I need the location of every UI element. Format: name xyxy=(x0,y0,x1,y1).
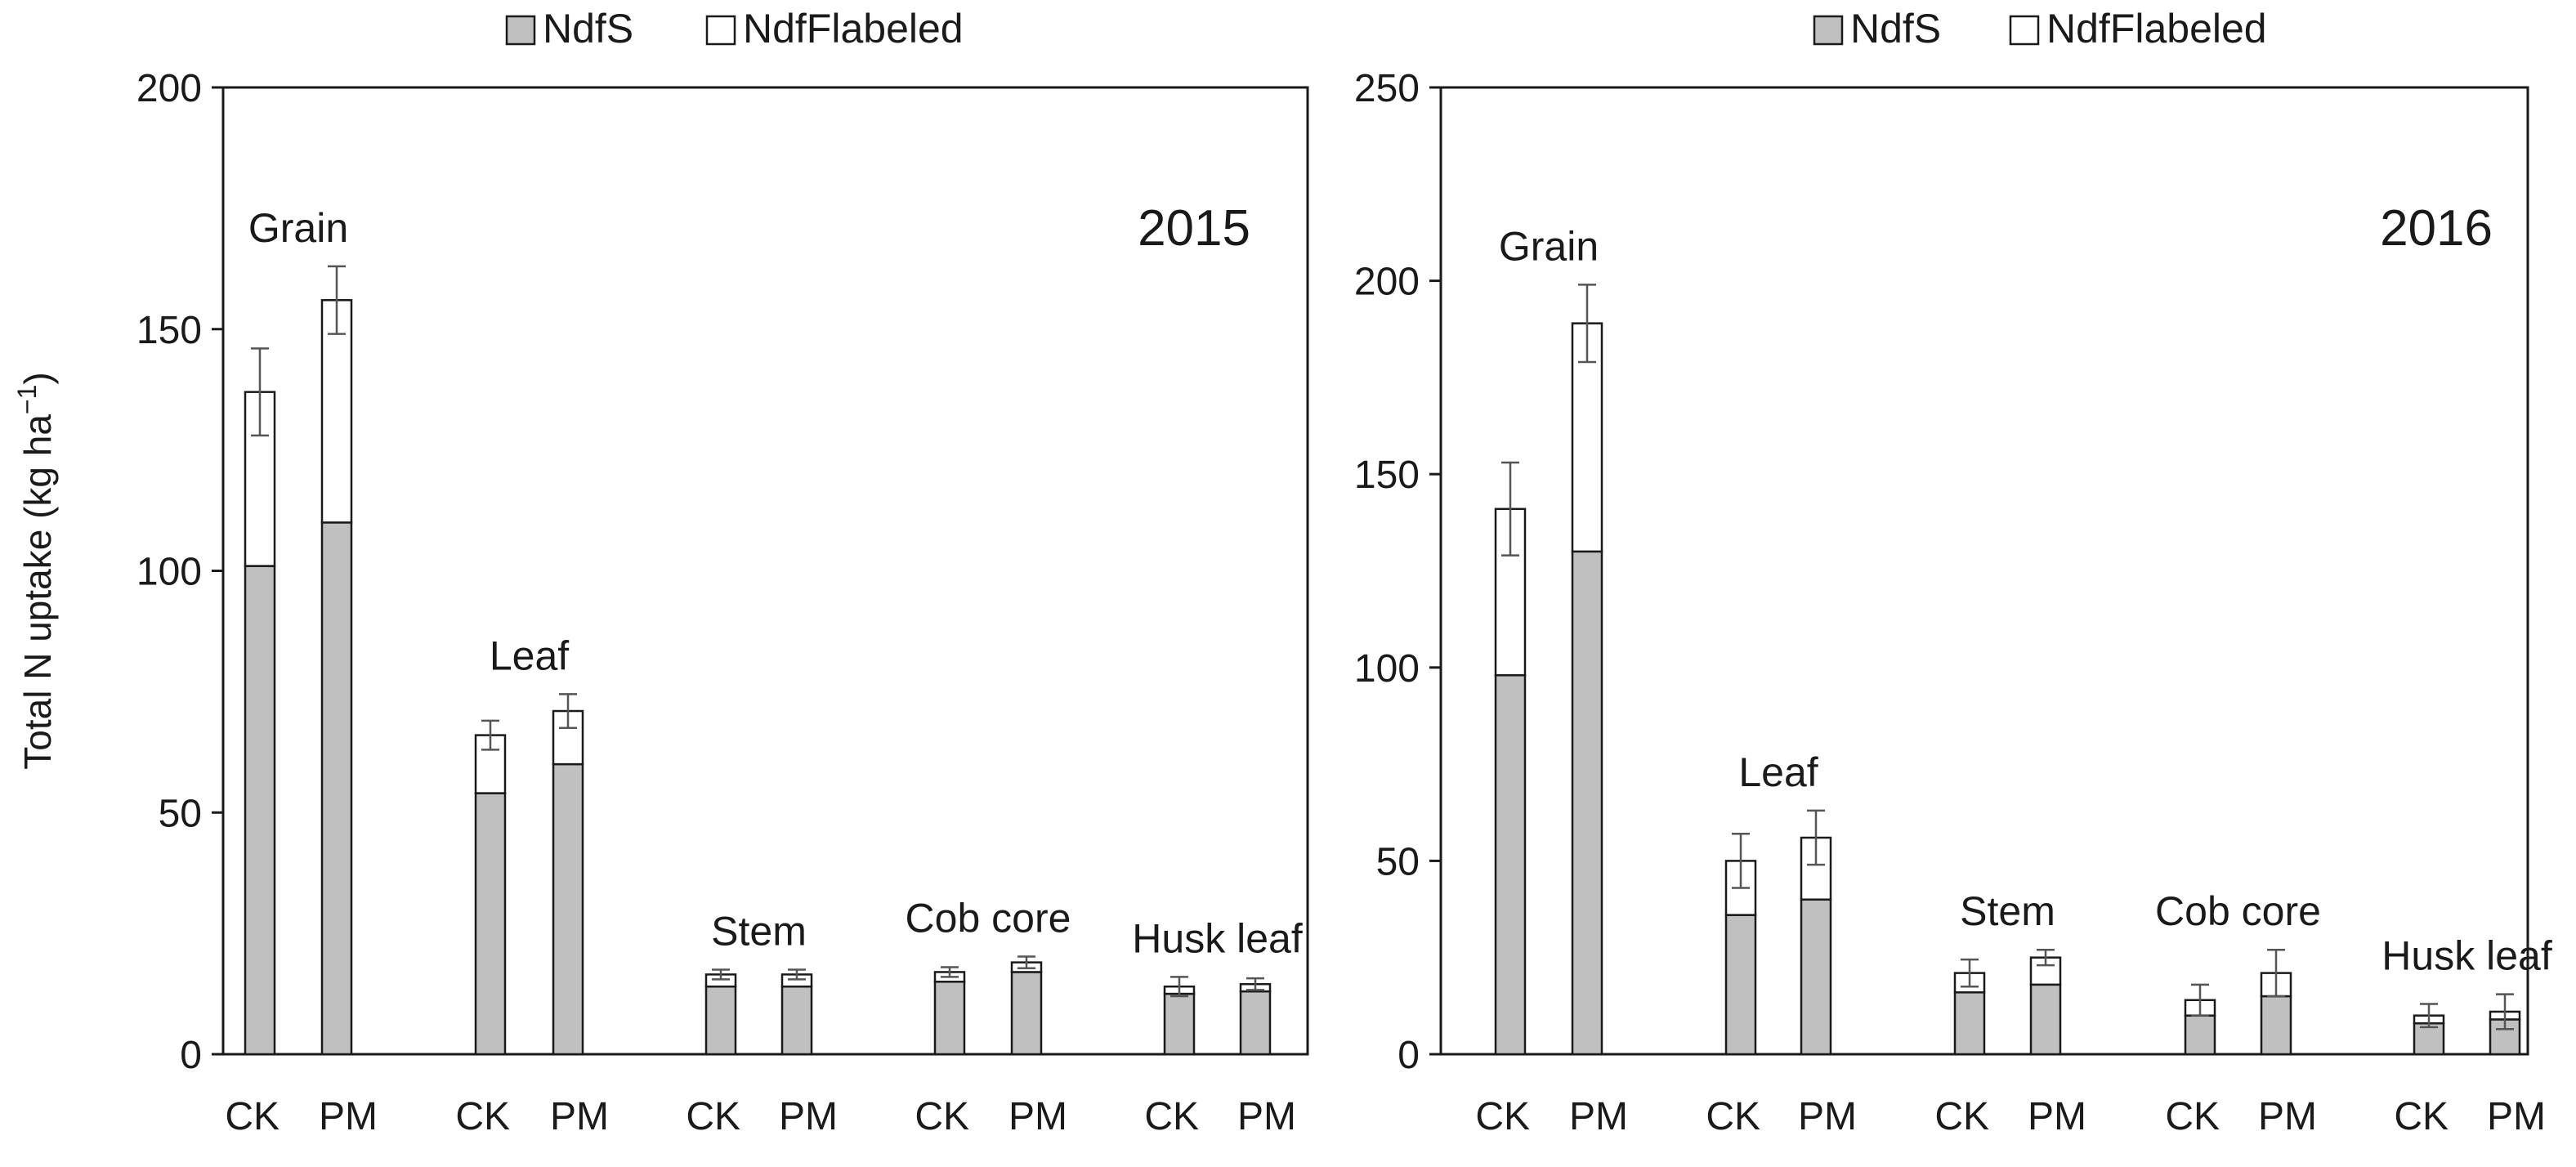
category-label-ck: CK xyxy=(1706,1095,1760,1138)
bar-ndfs xyxy=(780,985,813,1056)
category-label-pm: PM xyxy=(550,1095,609,1138)
y-tick-label: 0 xyxy=(1398,1034,1420,1077)
year-label: 2016 xyxy=(2380,200,2493,257)
bar-ndfs xyxy=(2413,1022,2445,1056)
bar-ndfs xyxy=(1163,992,1196,1056)
organ-label: Husk leaf xyxy=(1132,915,1303,961)
bar-ndfs xyxy=(1571,550,1603,1056)
chart-2016: 0 50 100 150 200 250 2016 NdfS NdfFlabeled CK PM Gr… xyxy=(1354,6,2552,1138)
bar-ndfs xyxy=(1724,914,1757,1056)
y-tick-label: 150 xyxy=(136,309,202,352)
y-tick-label: 100 xyxy=(1354,647,1420,691)
bar-ndfs xyxy=(704,985,737,1056)
y-tick-label: 0 xyxy=(180,1034,202,1077)
category-label-pm: PM xyxy=(2258,1095,2317,1138)
y-axis-label-close: ) xyxy=(16,372,59,384)
y-axis-label-main: Total N uptake (kg ha xyxy=(16,414,59,770)
category-label-pm: PM xyxy=(1798,1095,1857,1138)
organ-label: Leaf xyxy=(490,633,569,678)
organ-label: Husk leaf xyxy=(2381,933,2552,979)
organ-label: Cob core xyxy=(906,896,1071,941)
category-label-pm: PM xyxy=(2028,1095,2086,1138)
bar-ndfs xyxy=(2029,983,2062,1056)
legend-label-ndfs: NdfS xyxy=(1850,6,1941,51)
category-label-ck: CK xyxy=(2394,1095,2449,1138)
category-label-ck: CK xyxy=(1144,1095,1199,1138)
category-label-pm: PM xyxy=(319,1095,378,1138)
organ-label: Leaf xyxy=(1738,749,1818,795)
y-axis-label-superscript: −1 xyxy=(12,385,42,414)
y-tick-label: 100 xyxy=(136,551,202,594)
y-axis-label: Total N uptake (kg ha−1) xyxy=(12,372,59,770)
y-tick-label: 50 xyxy=(1376,840,1420,883)
bar-ndfs xyxy=(933,981,966,1056)
bar-ndfs xyxy=(1800,898,1832,1056)
category-label-ck: CK xyxy=(2165,1095,2220,1138)
bar-ndfs xyxy=(474,792,507,1056)
legend-swatch-ndfflabeled xyxy=(2009,15,2040,46)
bar-ndfs xyxy=(1494,674,1527,1056)
organ-label: Stem xyxy=(711,908,807,954)
y-tick-label: 200 xyxy=(1354,261,1420,304)
legend-swatch-ndfs xyxy=(1813,15,1844,46)
bar-ndfs xyxy=(2260,995,2292,1056)
bar-ndfs xyxy=(320,521,353,1056)
bar-ndfs xyxy=(2184,1014,2216,1056)
organ-label: Stem xyxy=(1960,888,2055,934)
legend-label-ndfflabeled: NdfFlabeled xyxy=(743,6,964,51)
organ-label: Grain xyxy=(1499,223,1599,269)
category-label-pm: PM xyxy=(1008,1095,1067,1138)
category-label-pm: PM xyxy=(779,1095,838,1138)
year-label: 2015 xyxy=(1138,200,1250,257)
category-label-pm: PM xyxy=(2487,1095,2546,1138)
category-label-ck: CK xyxy=(915,1095,969,1138)
legend-swatch-ndfflabeled xyxy=(705,15,736,46)
y-tick-label: 50 xyxy=(159,792,202,835)
category-label-pm: PM xyxy=(1237,1095,1296,1138)
legend-swatch-ndfs xyxy=(505,15,536,46)
category-label-ck: CK xyxy=(1934,1095,1989,1138)
bar-ndfs xyxy=(244,565,276,1056)
bar-ndfs xyxy=(1953,991,1986,1056)
bar-ndfs xyxy=(552,762,584,1056)
bar-ndfs xyxy=(1239,990,1272,1056)
legend-label-ndfflabeled: NdfFlabeled xyxy=(2046,6,2267,51)
y-tick-label: 250 xyxy=(1354,67,1420,110)
category-label-ck: CK xyxy=(1475,1095,1530,1138)
organ-label: Grain xyxy=(248,205,348,251)
chart-2015: 0 50 100 150 200 Total N uptake (kg ha−1) 2015… xyxy=(12,6,1309,1138)
legend-label-ndfs: NdfS xyxy=(543,6,633,51)
bar-ndfs xyxy=(1010,971,1043,1056)
category-label-pm: PM xyxy=(1569,1095,1628,1138)
category-label-ck: CK xyxy=(225,1095,280,1138)
organ-label: Cob core xyxy=(2155,888,2321,934)
category-label-ck: CK xyxy=(686,1095,740,1138)
y-tick-label: 200 xyxy=(136,67,202,110)
category-label-ck: CK xyxy=(455,1095,510,1138)
y-tick-label: 150 xyxy=(1354,454,1420,497)
